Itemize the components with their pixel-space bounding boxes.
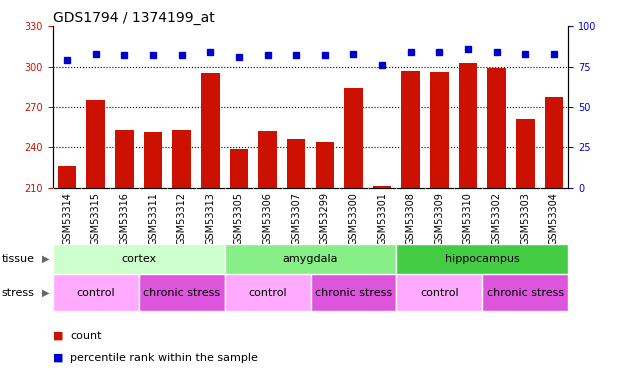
Text: GSM53301: GSM53301	[377, 192, 387, 245]
Text: GSM53312: GSM53312	[176, 192, 187, 245]
Text: ■: ■	[53, 353, 63, 363]
Bar	[315, 142, 334, 188]
Bar	[373, 186, 391, 188]
Text: GSM53306: GSM53306	[263, 192, 273, 245]
Text: control: control	[76, 288, 115, 297]
Bar	[225, 244, 396, 274]
Text: GSM53303: GSM53303	[520, 192, 530, 245]
Text: chronic stress: chronic stress	[487, 288, 564, 297]
Bar	[225, 274, 310, 311]
Bar	[230, 148, 248, 188]
Text: amygdala: amygdala	[283, 254, 338, 264]
Text: count: count	[70, 331, 102, 340]
Text: GSM53304: GSM53304	[549, 192, 559, 245]
Text: cortex: cortex	[121, 254, 156, 264]
Text: ■: ■	[53, 331, 63, 340]
Text: percentile rank within the sample: percentile rank within the sample	[70, 353, 258, 363]
Bar	[201, 73, 220, 188]
Text: control: control	[420, 288, 459, 297]
Text: ▶: ▶	[42, 288, 50, 297]
Text: GSM53316: GSM53316	[119, 192, 129, 245]
Text: stress: stress	[1, 288, 34, 297]
Bar	[545, 98, 563, 188]
Text: GSM53308: GSM53308	[406, 192, 415, 245]
Bar	[58, 166, 76, 188]
Bar	[430, 72, 448, 188]
Bar	[483, 274, 568, 311]
Text: ▶: ▶	[42, 254, 50, 264]
Text: GSM53314: GSM53314	[62, 192, 72, 245]
Text: GSM53300: GSM53300	[348, 192, 358, 245]
Text: GSM53299: GSM53299	[320, 192, 330, 245]
Bar	[396, 244, 568, 274]
Text: chronic stress: chronic stress	[315, 288, 392, 297]
Text: GSM53309: GSM53309	[434, 192, 445, 245]
Bar	[258, 131, 277, 188]
Bar	[310, 274, 396, 311]
Text: tissue: tissue	[1, 254, 34, 264]
Bar	[344, 88, 363, 188]
Bar	[487, 68, 506, 188]
Text: GDS1794 / 1374199_at: GDS1794 / 1374199_at	[53, 11, 214, 25]
Text: hippocampus: hippocampus	[445, 254, 520, 264]
Bar	[86, 100, 105, 188]
Text: GSM53302: GSM53302	[492, 192, 502, 245]
Text: GSM53310: GSM53310	[463, 192, 473, 245]
Bar	[516, 119, 535, 188]
Bar	[143, 132, 162, 188]
Bar	[115, 130, 134, 188]
Text: GSM53307: GSM53307	[291, 192, 301, 245]
Bar	[287, 139, 306, 188]
Bar	[53, 244, 225, 274]
Bar	[53, 274, 138, 311]
Text: GSM53313: GSM53313	[206, 192, 215, 245]
Text: chronic stress: chronic stress	[143, 288, 220, 297]
Bar	[401, 70, 420, 188]
Bar	[138, 274, 225, 311]
Bar	[459, 63, 478, 188]
Bar	[173, 130, 191, 188]
Bar	[396, 274, 483, 311]
Text: GSM53311: GSM53311	[148, 192, 158, 245]
Text: control: control	[248, 288, 287, 297]
Text: GSM53315: GSM53315	[91, 192, 101, 245]
Text: GSM53305: GSM53305	[234, 192, 244, 245]
